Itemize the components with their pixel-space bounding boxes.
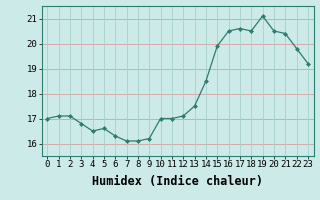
X-axis label: Humidex (Indice chaleur): Humidex (Indice chaleur) bbox=[92, 175, 263, 188]
